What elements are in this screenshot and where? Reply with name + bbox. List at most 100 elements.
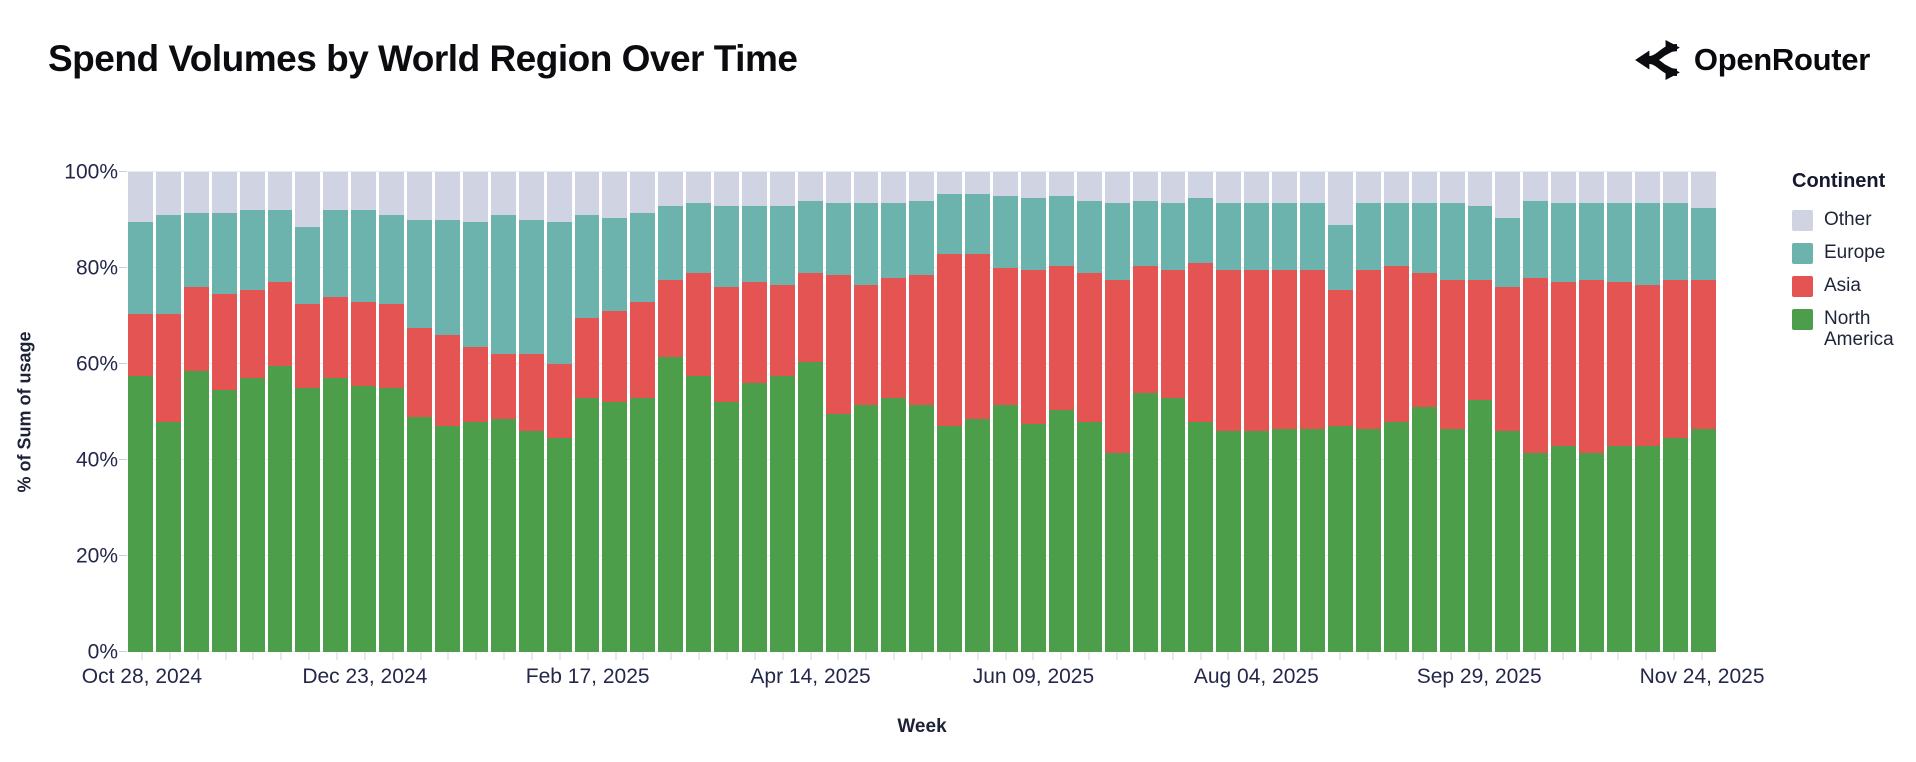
bar-segment-europe[interactable]	[518, 220, 544, 355]
bar-segment-europe[interactable]	[1551, 203, 1577, 283]
bar-segment-north-america[interactable]	[853, 404, 879, 652]
bar-segment-asia[interactable]	[686, 272, 712, 376]
bar-segment-asia[interactable]	[714, 287, 739, 403]
bar-segment-asia[interactable]	[211, 294, 237, 391]
bar-segment-europe[interactable]	[686, 203, 712, 273]
bar-segment-europe[interactable]	[797, 200, 823, 273]
bar-segment-asia[interactable]	[1439, 280, 1465, 429]
bar-segment-asia[interactable]	[295, 304, 321, 388]
bar-segment-asia[interactable]	[1327, 289, 1353, 427]
bar-segment-europe[interactable]	[1272, 203, 1298, 271]
bar-segment-north-america[interactable]	[1690, 428, 1716, 652]
bar-segment-north-america[interactable]	[1244, 431, 1270, 652]
bar-segment-north-america[interactable]	[490, 419, 516, 652]
bar-segment-asia[interactable]	[128, 313, 153, 376]
bar-segment-north-america[interactable]	[825, 414, 851, 652]
bar-segment-asia[interactable]	[1104, 280, 1130, 453]
bar-segment-asia[interactable]	[825, 275, 851, 415]
bar-segment-north-america[interactable]	[1523, 452, 1549, 652]
bar-segment-north-america[interactable]	[518, 431, 544, 652]
bar-segment-north-america[interactable]	[1439, 428, 1465, 652]
bar-segment-other[interactable]	[1523, 172, 1549, 201]
bar-segment-other[interactable]	[1690, 172, 1716, 209]
bar-week-Sep 22, 2025[interactable]	[1439, 172, 1465, 652]
bar-segment-europe[interactable]	[965, 193, 991, 254]
bar-segment-europe[interactable]	[1690, 208, 1716, 281]
bar-week-Jun 16, 2025[interactable]	[1048, 172, 1074, 652]
bar-segment-europe[interactable]	[1467, 205, 1493, 280]
bar-week-Aug 11, 2025[interactable]	[1272, 172, 1298, 652]
bar-segment-europe[interactable]	[1216, 203, 1242, 271]
bar-segment-other[interactable]	[546, 172, 572, 223]
bar-segment-other[interactable]	[434, 172, 460, 221]
bar-week-Feb 17, 2025[interactable]	[574, 172, 600, 652]
bar-segment-asia[interactable]	[267, 282, 293, 367]
bar-segment-europe[interactable]	[462, 222, 488, 348]
bar-segment-north-america[interactable]	[1216, 431, 1242, 652]
bar-week-Jan 20, 2025[interactable]	[462, 172, 488, 652]
bar-segment-asia[interactable]	[1355, 270, 1381, 429]
bar-segment-asia[interactable]	[183, 287, 209, 372]
bar-segment-europe[interactable]	[909, 200, 935, 276]
bar-segment-asia[interactable]	[351, 301, 377, 386]
bar-segment-asia[interactable]	[1048, 265, 1074, 410]
bar-segment-other[interactable]	[128, 172, 153, 223]
bar-segment-north-america[interactable]	[183, 371, 209, 652]
bar-segment-asia[interactable]	[1300, 270, 1325, 429]
bar-segment-north-america[interactable]	[686, 376, 712, 652]
bar-segment-asia[interactable]	[1551, 282, 1577, 446]
bar-segment-north-america[interactable]	[1021, 424, 1046, 652]
bar-segment-other[interactable]	[239, 172, 265, 211]
bar-week-Nov 11, 2024[interactable]	[183, 172, 209, 652]
bar-segment-north-america[interactable]	[1132, 392, 1158, 652]
bar-week-Mar 24, 2025[interactable]	[714, 172, 739, 652]
bar-segment-asia[interactable]	[1579, 280, 1605, 453]
bar-segment-north-america[interactable]	[351, 385, 377, 652]
bar-week-Jun 30, 2025[interactable]	[1104, 172, 1130, 652]
bar-segment-north-america[interactable]	[155, 421, 181, 652]
bar-week-Jan 27, 2025[interactable]	[490, 172, 516, 652]
bar-week-May 05, 2025[interactable]	[881, 172, 907, 652]
bar-segment-asia[interactable]	[881, 277, 907, 398]
bar-segment-north-america[interactable]	[658, 356, 684, 652]
bar-segment-europe[interactable]	[1244, 203, 1270, 271]
bar-segment-other[interactable]	[1411, 172, 1437, 204]
bar-segment-europe[interactable]	[1634, 203, 1660, 285]
bar-week-Sep 29, 2025[interactable]	[1467, 172, 1493, 652]
bar-segment-north-america[interactable]	[407, 416, 432, 652]
bar-segment-other[interactable]	[518, 172, 544, 221]
bar-segment-north-america[interactable]	[128, 376, 153, 652]
bar-segment-north-america[interactable]	[546, 438, 572, 652]
bar-segment-europe[interactable]	[183, 212, 209, 288]
bar-segment-north-america[interactable]	[1076, 421, 1102, 652]
bar-week-Dec 16, 2024[interactable]	[323, 172, 349, 652]
bar-segment-other[interactable]	[574, 172, 600, 216]
bar-segment-north-america[interactable]	[630, 397, 656, 652]
bar-segment-north-america[interactable]	[1327, 426, 1353, 652]
bar-week-Nov 10, 2025[interactable]	[1634, 172, 1660, 652]
bar-segment-asia[interactable]	[490, 354, 516, 420]
bar-segment-other[interactable]	[1132, 172, 1158, 201]
bar-segment-europe[interactable]	[407, 220, 432, 329]
bar-segment-asia[interactable]	[993, 268, 1018, 405]
bar-segment-asia[interactable]	[1216, 270, 1242, 432]
bar-segment-asia[interactable]	[965, 253, 991, 420]
bar-segment-other[interactable]	[490, 172, 516, 216]
bar-week-Sep 08, 2025[interactable]	[1383, 172, 1409, 652]
bar-segment-asia[interactable]	[1383, 265, 1409, 422]
bar-segment-north-america[interactable]	[1272, 428, 1298, 652]
bar-segment-europe[interactable]	[490, 215, 516, 355]
bar-week-Jun 23, 2025[interactable]	[1076, 172, 1102, 652]
bar-segment-europe[interactable]	[1411, 203, 1437, 273]
bar-week-May 19, 2025[interactable]	[937, 172, 963, 652]
bar-segment-asia[interactable]	[434, 335, 460, 427]
bar-segment-other[interactable]	[686, 172, 712, 204]
bar-segment-europe[interactable]	[1132, 200, 1158, 266]
bar-segment-europe[interactable]	[1048, 196, 1074, 266]
bar-segment-other[interactable]	[769, 172, 795, 206]
bar-week-Jan 13, 2025[interactable]	[434, 172, 460, 652]
bar-segment-north-america[interactable]	[1607, 445, 1632, 652]
bar-segment-other[interactable]	[1607, 172, 1632, 204]
bar-segment-other[interactable]	[1495, 172, 1521, 218]
bar-segment-north-america[interactable]	[1662, 438, 1688, 652]
